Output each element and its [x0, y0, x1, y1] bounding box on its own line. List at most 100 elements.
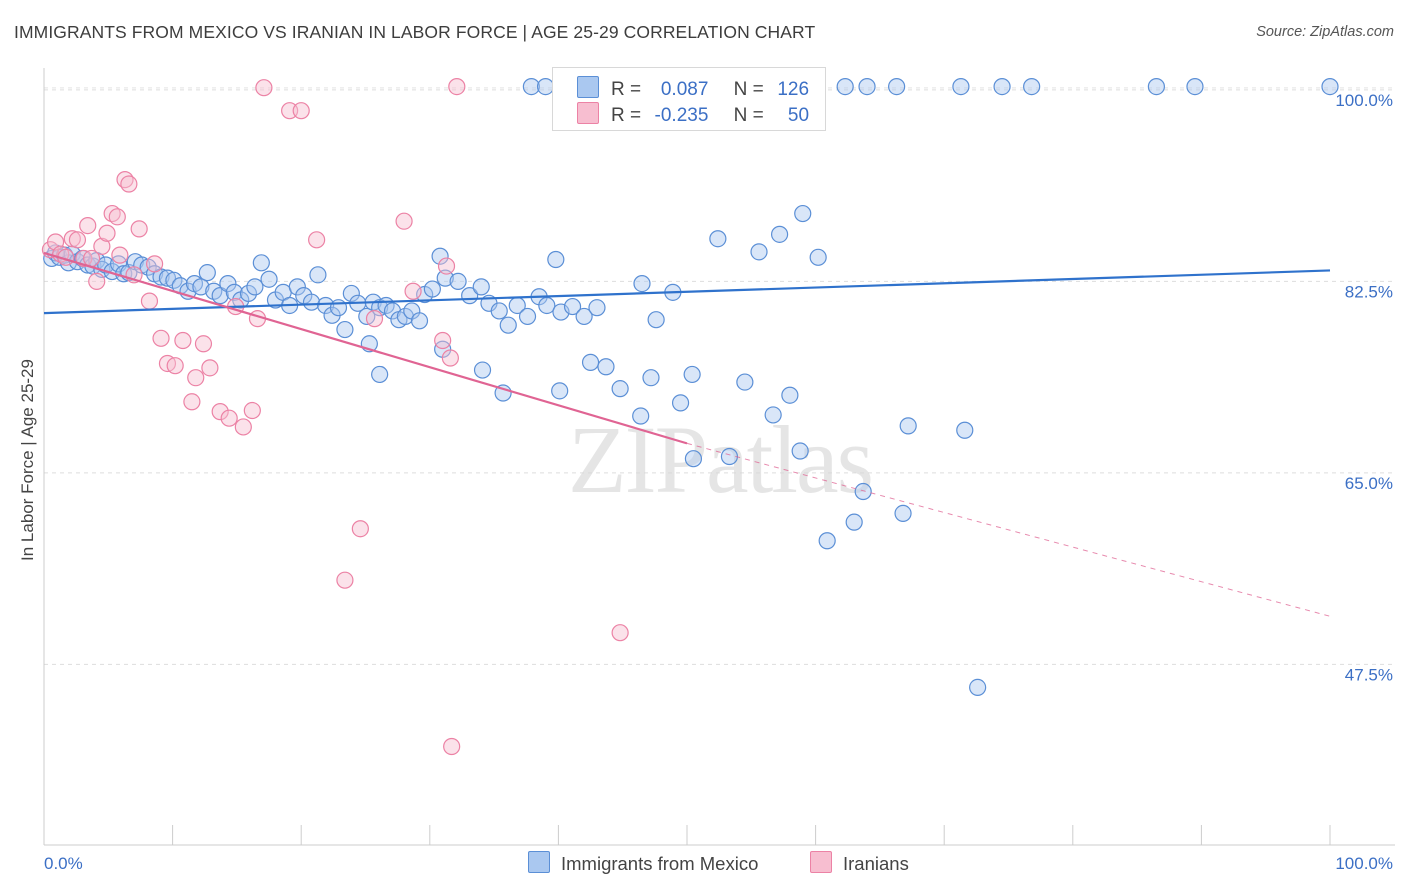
data-point — [888, 78, 906, 96]
data-point — [522, 78, 540, 96]
data-point — [642, 369, 660, 387]
legend-label: Immigrants from Mexico — [561, 853, 759, 874]
data-point — [794, 204, 812, 223]
data-point — [309, 266, 327, 284]
data-point — [79, 216, 97, 235]
x-tick-label: 100.0% — [1335, 854, 1393, 873]
data-point — [88, 272, 106, 291]
data-point — [611, 624, 629, 642]
data-point — [246, 278, 264, 296]
legend-swatch-blue — [577, 76, 599, 98]
data-point — [211, 287, 229, 305]
data-point — [956, 421, 974, 439]
data-point — [292, 102, 310, 120]
data-point — [211, 403, 229, 421]
data-point — [108, 208, 126, 226]
data-point — [581, 353, 600, 371]
data-point — [255, 79, 273, 97]
data-point — [683, 365, 701, 384]
data-point — [1023, 78, 1041, 96]
data-point — [336, 571, 354, 589]
data-point — [410, 312, 429, 330]
chart-title: IMMIGRANTS FROM MEXICO VS IRANIAN IN LAB… — [14, 22, 816, 42]
data-point — [563, 297, 582, 316]
axes — [43, 68, 1395, 846]
data-point — [140, 292, 159, 310]
y-tick-label: 65.0% — [1345, 474, 1393, 493]
tick-labels: 47.5% 65.0% 82.5% 100.0% 0.0% 100.0% — [44, 91, 1393, 873]
data-point — [201, 359, 219, 377]
legend-swatch-blue — [528, 851, 550, 873]
data-point — [252, 254, 270, 272]
trend-lines — [43, 251, 1331, 617]
data-point — [308, 231, 326, 249]
data-point — [809, 248, 827, 266]
data-point — [93, 237, 111, 255]
data-point — [194, 335, 213, 353]
data-point — [239, 284, 258, 303]
data-point — [538, 296, 556, 315]
data-point — [219, 274, 237, 293]
data-point — [1147, 78, 1165, 96]
legend-swatch-pink — [810, 851, 832, 873]
data-point — [434, 331, 452, 350]
y-tick-label: 82.5% — [1345, 282, 1393, 301]
data-point — [443, 737, 461, 756]
data-point — [899, 417, 917, 435]
series-immigrants-from-mexico — [43, 78, 1339, 697]
legend-r-value: -0.235 — [654, 105, 709, 126]
data-point — [611, 380, 629, 398]
data-point — [351, 520, 369, 538]
data-point — [152, 329, 170, 347]
data-point — [243, 401, 261, 420]
data-point — [671, 394, 690, 412]
data-point — [764, 406, 782, 424]
data-point — [174, 331, 192, 350]
data-point — [1186, 78, 1204, 96]
data-point — [365, 310, 384, 328]
data-point — [120, 175, 138, 193]
data-point — [329, 299, 348, 317]
data-point — [597, 358, 615, 376]
data-point — [371, 299, 389, 317]
data-point — [234, 418, 252, 436]
data-point — [431, 247, 449, 265]
data-point — [1321, 78, 1339, 96]
legend-r-label: R = — [611, 105, 642, 126]
data-point — [633, 274, 651, 293]
data-point — [111, 246, 129, 264]
data-point — [845, 513, 863, 531]
data-point — [342, 284, 360, 303]
legend-label: Iranians — [843, 853, 909, 874]
data-point — [894, 504, 912, 523]
data-point — [198, 264, 216, 282]
legend-n-label: N = — [733, 79, 764, 100]
correlation-legend: R = 0.087 N = 126 R = -0.235 N = 50 — [552, 67, 826, 131]
data-point — [288, 278, 306, 296]
data-point — [791, 442, 809, 460]
data-point — [441, 349, 459, 367]
legend-n-value: 50 — [787, 105, 810, 126]
data-point — [770, 225, 789, 243]
data-point — [423, 280, 441, 298]
data-point — [63, 230, 81, 248]
data-point — [818, 532, 836, 550]
data-point — [836, 78, 854, 96]
data-point — [736, 373, 754, 391]
data-point — [518, 307, 537, 326]
legend-r-value: 0.087 — [660, 79, 709, 100]
data-point — [220, 409, 238, 427]
data-point — [383, 302, 402, 320]
legend-r-label: R = — [611, 79, 642, 100]
data-point — [437, 257, 456, 275]
data-point — [551, 382, 569, 400]
trend-line-iranians-extension — [686, 442, 1331, 617]
data-point — [449, 272, 467, 291]
data-point — [158, 269, 177, 287]
bottom-legend-mexico: Immigrants from Mexico — [528, 851, 758, 877]
x-tick-label: 0.0% — [44, 854, 83, 873]
data-point — [192, 278, 210, 296]
data-point — [709, 230, 727, 248]
data-point — [632, 407, 650, 425]
grid-lines — [44, 87, 1395, 665]
